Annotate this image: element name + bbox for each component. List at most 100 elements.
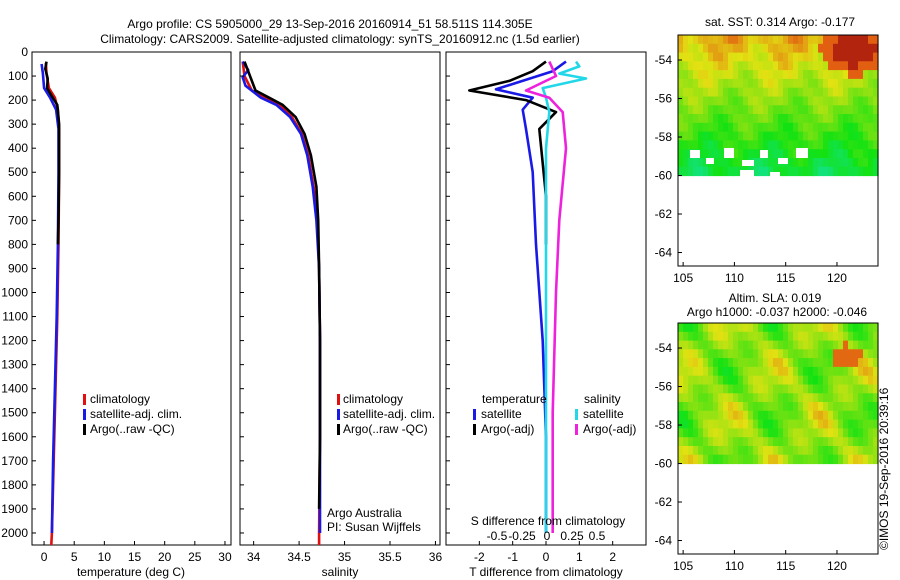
heatmap-cell — [753, 340, 759, 350]
heatmap-cell — [693, 419, 699, 429]
heatmap-cell — [678, 349, 684, 359]
heatmap-cell — [753, 366, 759, 377]
heatmap-cell — [763, 454, 769, 465]
heatmap-cell — [873, 131, 879, 141]
heatmap-cell — [788, 402, 794, 412]
heatmap-cell — [788, 375, 794, 386]
heatmap-cell — [873, 43, 879, 54]
heatmap-cell — [783, 428, 789, 438]
heatmap-cell — [838, 96, 844, 106]
heatmap-cell — [793, 87, 799, 98]
heatmap-cell — [828, 149, 834, 159]
heatmap-cell — [828, 410, 834, 421]
heatmap-cell — [703, 428, 709, 438]
heatmap-cell — [873, 52, 879, 62]
y-tick-label: 1200 — [1, 334, 28, 348]
heatmap-cell — [763, 446, 769, 456]
heatmap-cell — [718, 131, 724, 141]
heatmap-cell — [693, 122, 699, 133]
heatmap-cell — [733, 428, 739, 438]
heatmap-cell — [828, 114, 834, 124]
heatmap-cell — [858, 43, 864, 54]
heatmap-cell — [858, 87, 864, 98]
series-line-blue — [40, 63, 60, 534]
heatmap-cell — [873, 166, 879, 177]
heatmap-cell — [758, 78, 764, 89]
salinity-plot-frame — [239, 51, 441, 546]
land-patch — [760, 150, 768, 158]
heatmap-cell — [753, 96, 759, 106]
heatmap-cell — [708, 140, 714, 150]
heatmap-cell — [708, 131, 714, 141]
heatmap-cell — [698, 323, 704, 333]
heatmap-cell — [753, 61, 759, 71]
heatmap-cell — [843, 166, 849, 177]
heatmap-cell — [768, 375, 774, 386]
heatmap-cell — [758, 331, 764, 342]
heatmap-cell — [798, 114, 804, 124]
heatmap-cell — [838, 446, 844, 456]
land-patch — [706, 158, 714, 164]
heatmap-cell — [688, 96, 694, 106]
heatmap-cell — [778, 122, 784, 133]
heatmap-cell — [813, 140, 819, 150]
heatmap-cell — [803, 131, 809, 141]
heatmap-cell — [813, 454, 819, 465]
heatmap-cell — [803, 437, 809, 447]
series-line-blue — [494, 60, 567, 533]
heatmap-cell — [828, 35, 834, 45]
heatmap-cell — [838, 393, 844, 403]
heatmap-cell — [868, 43, 874, 54]
heatmap-cell — [798, 446, 804, 456]
heatmap-cell — [843, 446, 849, 456]
heatmap-cell — [808, 428, 814, 438]
heatmap-cell — [833, 375, 839, 386]
heatmap-cell — [753, 87, 759, 98]
heatmap-cell — [758, 366, 764, 377]
heatmap-cell — [723, 78, 729, 89]
heatmap-cell — [798, 393, 804, 403]
heatmap-cell — [813, 87, 819, 98]
y-tick-label: -60 — [655, 457, 673, 471]
heatmap-cell — [688, 114, 694, 124]
heatmap-cell — [783, 43, 789, 54]
heatmap-cell — [848, 87, 854, 98]
heatmap-cell — [848, 393, 854, 403]
heatmap-cell — [773, 43, 779, 54]
heatmap-cell — [748, 340, 754, 350]
heatmap-cell — [708, 349, 714, 359]
heatmap-cell — [788, 131, 794, 141]
heatmap-cell — [758, 61, 764, 71]
heatmap-cell — [743, 437, 749, 447]
heatmap-cell — [773, 358, 779, 368]
legend-entry: Argo(..raw -QC) — [343, 422, 428, 436]
heatmap-cell — [738, 78, 744, 89]
heatmap-cell — [753, 149, 759, 159]
heatmap-cell — [858, 78, 864, 89]
heatmap-cell — [838, 454, 844, 465]
heatmap-cell — [718, 35, 724, 45]
heatmap-cell — [678, 43, 684, 54]
heatmap-cell — [813, 393, 819, 403]
heatmap-cell — [733, 61, 739, 71]
heatmap-cell — [723, 454, 729, 465]
heatmap-cell — [728, 122, 734, 133]
heatmap-cell — [828, 340, 834, 350]
heatmap-cell — [858, 454, 864, 465]
heatmap-cell — [803, 454, 809, 465]
heatmap-cell — [703, 114, 709, 124]
heatmap-cell — [723, 43, 729, 54]
legend-entry: satellite-adj. clim. — [343, 407, 435, 421]
heatmap-cell — [733, 87, 739, 98]
heatmap-cell — [783, 323, 789, 333]
heatmap-cell — [818, 43, 824, 54]
heatmap-cell — [753, 384, 759, 394]
heatmap-cell — [828, 358, 834, 368]
y-tick-label: -62 — [655, 207, 673, 221]
heatmap-cell — [688, 366, 694, 377]
heatmap-cell — [788, 122, 794, 133]
heatmap-cell — [773, 419, 779, 429]
heatmap-cell — [693, 428, 699, 438]
heatmap-cell — [843, 384, 849, 394]
heatmap-cell — [698, 375, 704, 386]
